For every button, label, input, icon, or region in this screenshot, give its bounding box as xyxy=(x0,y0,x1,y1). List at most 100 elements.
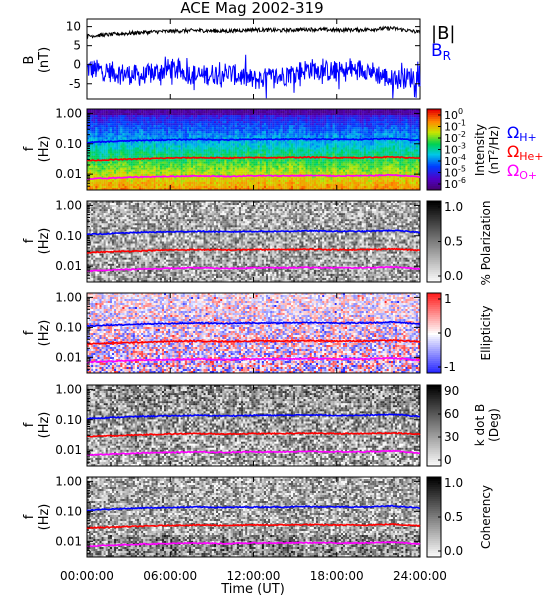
heatmap-cell xyxy=(184,163,188,166)
heatmap-cell xyxy=(157,163,160,166)
heatmap-cell xyxy=(174,135,177,138)
heatmap-cell xyxy=(195,155,198,158)
heatmap-cell xyxy=(274,123,277,126)
heatmap-cell xyxy=(284,141,287,144)
heatmap-cell xyxy=(274,125,277,128)
heatmap-cell xyxy=(155,115,158,118)
heatmap-cell xyxy=(184,115,188,118)
heatmap-cell xyxy=(195,185,198,189)
heatmap-cell xyxy=(303,167,306,170)
heatmap-cell xyxy=(89,181,92,185)
heatmap-cell xyxy=(186,137,190,140)
heatmap-cell xyxy=(195,187,198,190)
heatmap-cell xyxy=(311,117,314,120)
heatmap-cell xyxy=(268,109,271,112)
heatmap-cell xyxy=(274,129,277,132)
heatmap-cell xyxy=(247,169,250,172)
heatmap-cell xyxy=(243,175,246,178)
heatmap-cell xyxy=(159,187,163,190)
heatmap-cell xyxy=(170,127,173,130)
heatmap-cell xyxy=(176,155,179,158)
heatmap-cell xyxy=(188,137,192,140)
heatmap-cell xyxy=(230,149,233,152)
heatmap-cell xyxy=(251,169,254,172)
heatmap-cell xyxy=(153,119,156,122)
heatmap-cell xyxy=(249,181,252,185)
heatmap-cell xyxy=(164,135,167,138)
heatmap-cell xyxy=(332,169,335,172)
heatmap-cell xyxy=(249,185,252,189)
heatmap-cell xyxy=(268,111,271,114)
heatmap-cell xyxy=(224,163,227,166)
heatmap-cell xyxy=(299,123,302,126)
heatmap-cell xyxy=(293,125,296,128)
heatmap-cell xyxy=(120,133,123,136)
heatmap-cell xyxy=(324,145,327,148)
heatmap-cell xyxy=(272,145,275,148)
heatmap-cell xyxy=(230,113,233,116)
heatmap-cell xyxy=(143,141,146,144)
heatmap-cell xyxy=(153,111,156,114)
heatmap-cell xyxy=(209,179,212,183)
heatmap-cell xyxy=(297,125,300,128)
heatmap-cell xyxy=(299,153,302,156)
heatmap-cell xyxy=(122,121,125,124)
heatmap-cell xyxy=(195,165,198,168)
heatmap-cell xyxy=(303,123,306,126)
heatmap-cell xyxy=(322,169,325,172)
heatmap-cell xyxy=(203,113,206,116)
heatmap-cell xyxy=(309,185,312,189)
heatmap-cell xyxy=(103,161,106,164)
heatmap-cell xyxy=(109,159,113,162)
heatmap-cell xyxy=(209,133,212,136)
heatmap-cell xyxy=(290,167,294,170)
heatmap-cell xyxy=(116,149,119,152)
heatmap-cell xyxy=(114,129,117,132)
heatmap-cell xyxy=(286,187,289,190)
heatmap-cell xyxy=(170,151,173,154)
heatmap-cell xyxy=(301,179,304,183)
heatmap-cell xyxy=(157,119,160,122)
heatmap-cell xyxy=(132,159,135,162)
heatmap-cell xyxy=(128,133,131,136)
heatmap-cell xyxy=(332,187,335,190)
heatmap-cell xyxy=(324,121,327,124)
heatmap-cell xyxy=(293,163,296,166)
heatmap-cell xyxy=(326,149,329,152)
heatmap-cell xyxy=(145,169,148,172)
heatmap-cell xyxy=(218,137,221,140)
heatmap-cell xyxy=(338,171,342,174)
heatmap-cell xyxy=(126,111,129,114)
heatmap-cell xyxy=(328,153,331,156)
heatmap-cell xyxy=(203,177,206,180)
heatmap-cell xyxy=(268,125,271,128)
heatmap-cell xyxy=(282,167,285,170)
heatmap-cell xyxy=(263,133,267,136)
heatmap-cell xyxy=(174,133,177,136)
heatmap-cell xyxy=(274,169,277,172)
heatmap-cell xyxy=(301,167,304,170)
heatmap-cell xyxy=(199,165,202,168)
heatmap-cell xyxy=(336,125,339,128)
heatmap-cell xyxy=(274,175,277,178)
heatmap-cell xyxy=(132,151,135,154)
heatmap-cell xyxy=(297,171,300,174)
heatmap-cell xyxy=(320,139,323,142)
heatmap-cell xyxy=(130,163,133,166)
heatmap-cell xyxy=(255,115,258,118)
heatmap-cell xyxy=(199,141,202,144)
heatmap-cell xyxy=(257,177,260,180)
heatmap-cell xyxy=(180,155,183,158)
heatmap-cell xyxy=(249,169,252,172)
heatmap-cell xyxy=(218,127,221,130)
heatmap-cell xyxy=(116,117,119,120)
heatmap-cell xyxy=(103,151,106,154)
heatmap-cell xyxy=(130,147,133,150)
heatmap-cell xyxy=(207,119,210,122)
heatmap-cell xyxy=(307,119,310,122)
heatmap-cell xyxy=(320,177,323,180)
heatmap-cell xyxy=(222,173,225,176)
heatmap-cell xyxy=(161,127,165,130)
heatmap-cell xyxy=(234,171,237,174)
heatmap-cell xyxy=(224,109,227,112)
